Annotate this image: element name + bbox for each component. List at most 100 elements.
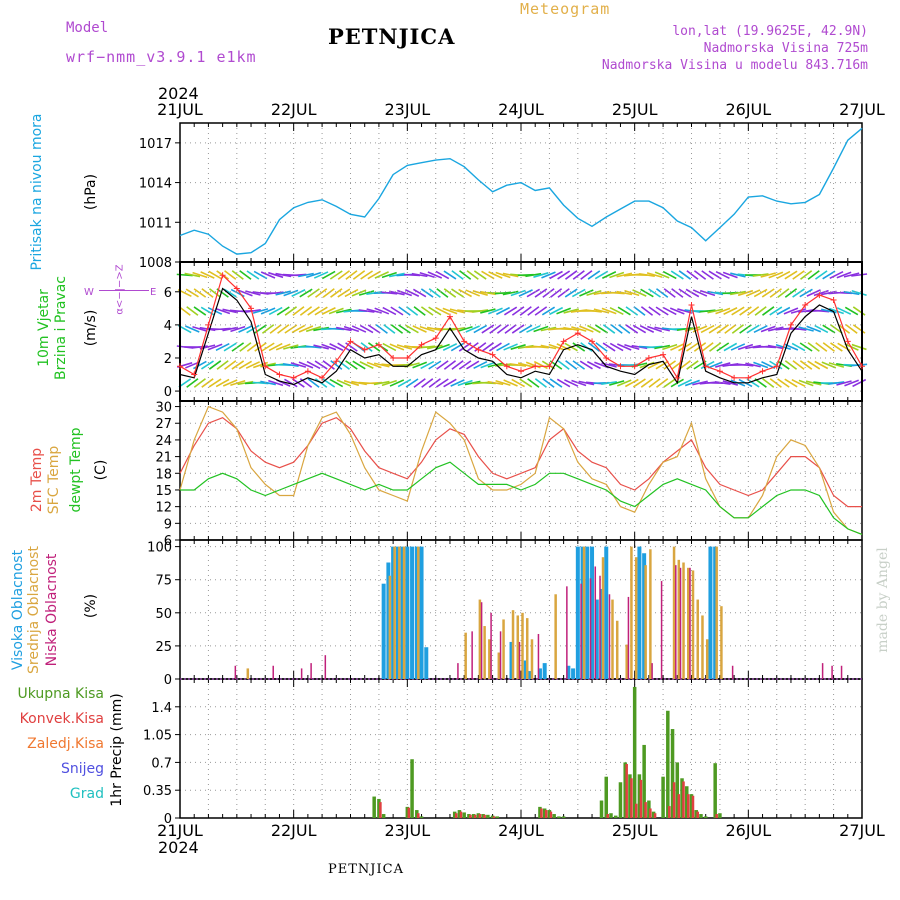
wind-arrow [458, 288, 472, 298]
wind-arrow [542, 378, 555, 388]
wind-arrow [412, 288, 427, 298]
wind-arrow [283, 289, 299, 297]
precip-bar [557, 816, 561, 818]
wind-arrow [746, 306, 760, 316]
wind-arrow [382, 306, 397, 316]
wind-arrow [443, 378, 457, 388]
precip-bar [699, 814, 703, 818]
wind-arrow [275, 290, 292, 296]
wind-arrow [807, 360, 821, 370]
y-tick-label: 75 [155, 574, 172, 589]
pressure-line [179, 127, 863, 255]
wind-arrow [745, 362, 761, 368]
cloud-bar [608, 594, 611, 679]
wind-arrow [739, 306, 752, 316]
date-label-top: 23JUL [384, 100, 430, 119]
cloud-bar [417, 546, 420, 679]
wind-arrow [352, 270, 366, 280]
wind-arrow [792, 360, 805, 370]
wind-gust-marker [532, 363, 539, 370]
wind-arrow [714, 381, 731, 385]
precip-bar [473, 814, 477, 818]
wind-arrow [201, 288, 214, 298]
model-label: Model [66, 20, 109, 36]
wind-arrow [586, 289, 602, 297]
temp-sfc-line [179, 405, 863, 535]
cloud-bar [566, 665, 571, 679]
wind-arrow [192, 271, 208, 279]
wind-arrow [298, 272, 314, 278]
wind-arrow [337, 270, 351, 280]
wind-arrow-field [176, 270, 868, 388]
wind-gust-marker [702, 363, 709, 370]
wind-arrow [275, 343, 291, 351]
wind-arrow [790, 327, 807, 331]
cloud-bar [675, 565, 677, 679]
wind-arrow [360, 342, 373, 352]
cloud-bar [497, 652, 501, 679]
wind-arrow [208, 288, 222, 298]
wind-arrow [434, 343, 450, 351]
wind-arrow [511, 378, 525, 388]
wind-arrow [451, 288, 465, 298]
cloud-bar [516, 615, 520, 679]
wind-arrow [268, 271, 284, 279]
y-tick-label: 4 [164, 319, 172, 334]
precip-bar [625, 763, 628, 818]
wind-arrow [245, 290, 261, 296]
cloud-bar [589, 578, 592, 679]
precip-bar [549, 811, 553, 818]
wind-arrow [640, 306, 654, 316]
wind-gust-marker [716, 368, 723, 375]
cloud-bar [272, 665, 274, 679]
precip-bar [634, 803, 638, 818]
wind-arrow [305, 325, 322, 333]
precip-bar [687, 794, 690, 818]
wind-arrow [238, 360, 253, 370]
wind-arrow [851, 363, 868, 367]
wind-arrow [814, 324, 829, 334]
wind-arrow [192, 326, 208, 332]
elevation-label: Nadmorska Visina 725m [703, 41, 868, 56]
precip-bar [668, 806, 671, 818]
cloud-bar [398, 546, 401, 679]
wind-gust-marker [518, 368, 524, 375]
wind-arrow [692, 289, 708, 297]
wind-arrow [215, 378, 230, 388]
wind-arrow [268, 379, 284, 387]
wind-arrow [806, 325, 822, 333]
precip-bar [454, 813, 458, 818]
wind-arrow [322, 360, 335, 370]
precip-bar [467, 814, 471, 818]
wind-arrow [587, 324, 601, 334]
y-tick-label: 12 [155, 501, 172, 516]
wind-arrow [806, 289, 821, 297]
precip-bar [689, 794, 694, 818]
wind-arrow [313, 344, 329, 350]
precip-bar [670, 729, 675, 818]
wind-gust-marker [660, 351, 667, 358]
precip-bar [552, 814, 556, 818]
wind-arrow [762, 306, 775, 316]
wind-arrow [525, 272, 542, 278]
wind-gust-marker [205, 321, 212, 328]
wind-arrow [503, 343, 518, 351]
wind-arrow [305, 345, 322, 349]
date-label-bottom: 24JUL [498, 821, 544, 840]
wind-arrow [663, 288, 676, 298]
cloud-bar [483, 626, 486, 679]
wind-gust-marker [731, 374, 738, 381]
precip-bar [632, 686, 637, 818]
wind-arrow [746, 324, 760, 334]
cloud-bar [715, 546, 718, 679]
wind-arrow [208, 378, 222, 388]
y-tick-label: 21 [155, 451, 172, 466]
wind-arrow [851, 343, 867, 351]
wind-arrow [616, 290, 633, 296]
wind-arrow [760, 325, 776, 333]
precip-bar [694, 810, 698, 818]
wind-arrow [814, 360, 829, 370]
precip-bar [609, 813, 613, 818]
wind-arrow [366, 361, 382, 369]
y-tick-label: 30 [155, 401, 172, 416]
